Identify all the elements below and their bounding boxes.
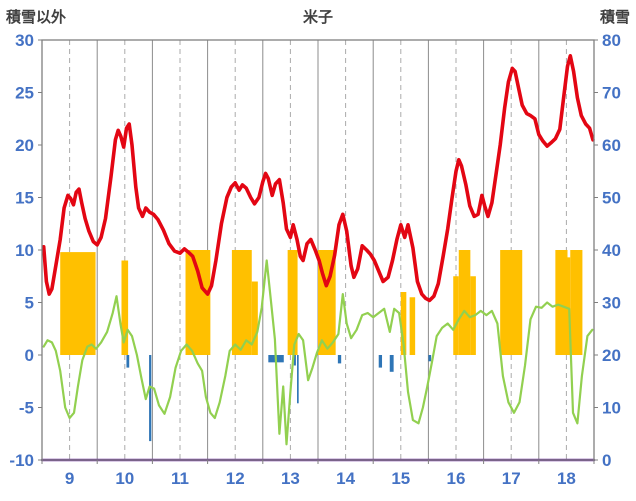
x-axis-label: 10: [115, 469, 134, 488]
left-axis-tick-label: 30: [15, 31, 34, 50]
right-axis-tick-label: 10: [602, 399, 621, 418]
chart-title: 米子: [302, 8, 333, 26]
blue-bars-segment: [378, 355, 383, 368]
left-axis-tick-label: 20: [15, 136, 34, 155]
chart-header: 積雪以外 米子 積雪: [0, 0, 636, 28]
x-axis-label: 9: [65, 469, 74, 488]
x-axis-label: 13: [281, 469, 300, 488]
left-axis-tick-label: 10: [15, 241, 34, 260]
blue-bars-segment: [149, 355, 152, 442]
orange-bars-segment: [555, 250, 568, 355]
orange-bars-segment: [185, 250, 211, 355]
right-axis-tick-label: 0: [602, 451, 611, 470]
blue-bars-segment: [337, 355, 342, 364]
x-axis-label: 15: [391, 469, 410, 488]
right-axis-tick-label: 80: [602, 31, 621, 50]
orange-bars-segment: [251, 281, 258, 355]
right-axis-title: 積雪: [599, 5, 630, 27]
x-axis-label: 11: [171, 469, 189, 488]
orange-bars-segment: [500, 250, 523, 355]
orange-bars-segment: [567, 257, 571, 355]
left-axis-tick-label: -5: [19, 399, 34, 418]
left-axis-title: 積雪以外: [6, 5, 67, 27]
blue-bars-segment: [297, 355, 299, 404]
orange-bars-segment: [60, 252, 96, 355]
x-axis-label: 14: [336, 469, 355, 488]
right-axis-tick-label: 60: [602, 136, 621, 155]
x-axis-label: 17: [502, 469, 521, 488]
left-axis-tick-label: 5: [25, 294, 34, 313]
blue-bars-segment: [293, 355, 296, 366]
x-axis-label: 12: [226, 469, 245, 488]
left-axis-tick-label: 25: [15, 84, 34, 103]
x-axis-label: 16: [447, 469, 466, 488]
left-axis-tick-label: 0: [25, 346, 34, 365]
blue-bars-segment: [428, 355, 432, 362]
orange-bars-segment: [231, 250, 252, 355]
right-axis-tick-label: 50: [602, 189, 621, 208]
x-axis-label: 18: [557, 469, 576, 488]
right-axis-tick-label: 30: [602, 294, 621, 313]
orange-bars-segment: [409, 297, 416, 355]
left-axis-tick-label: -10: [9, 451, 34, 470]
left-axis-tick-label: 15: [15, 189, 34, 208]
green-line: [42, 259, 594, 446]
orange-bars-segment: [458, 250, 471, 355]
orange-bars-segment: [121, 260, 129, 355]
orange-bars-segment: [287, 250, 298, 355]
orange-bars-segment: [570, 250, 583, 355]
blue-bars-segment: [389, 355, 394, 372]
red-line: [41, 53, 595, 303]
orange-bars-segment: [453, 276, 459, 355]
blue-bars-segment: [126, 355, 130, 368]
orange-bars-segment: [400, 292, 407, 355]
right-axis-tick-label: 70: [602, 84, 621, 103]
right-axis-tick-label: 40: [602, 241, 621, 260]
right-axis-tick-label: 20: [602, 346, 621, 365]
